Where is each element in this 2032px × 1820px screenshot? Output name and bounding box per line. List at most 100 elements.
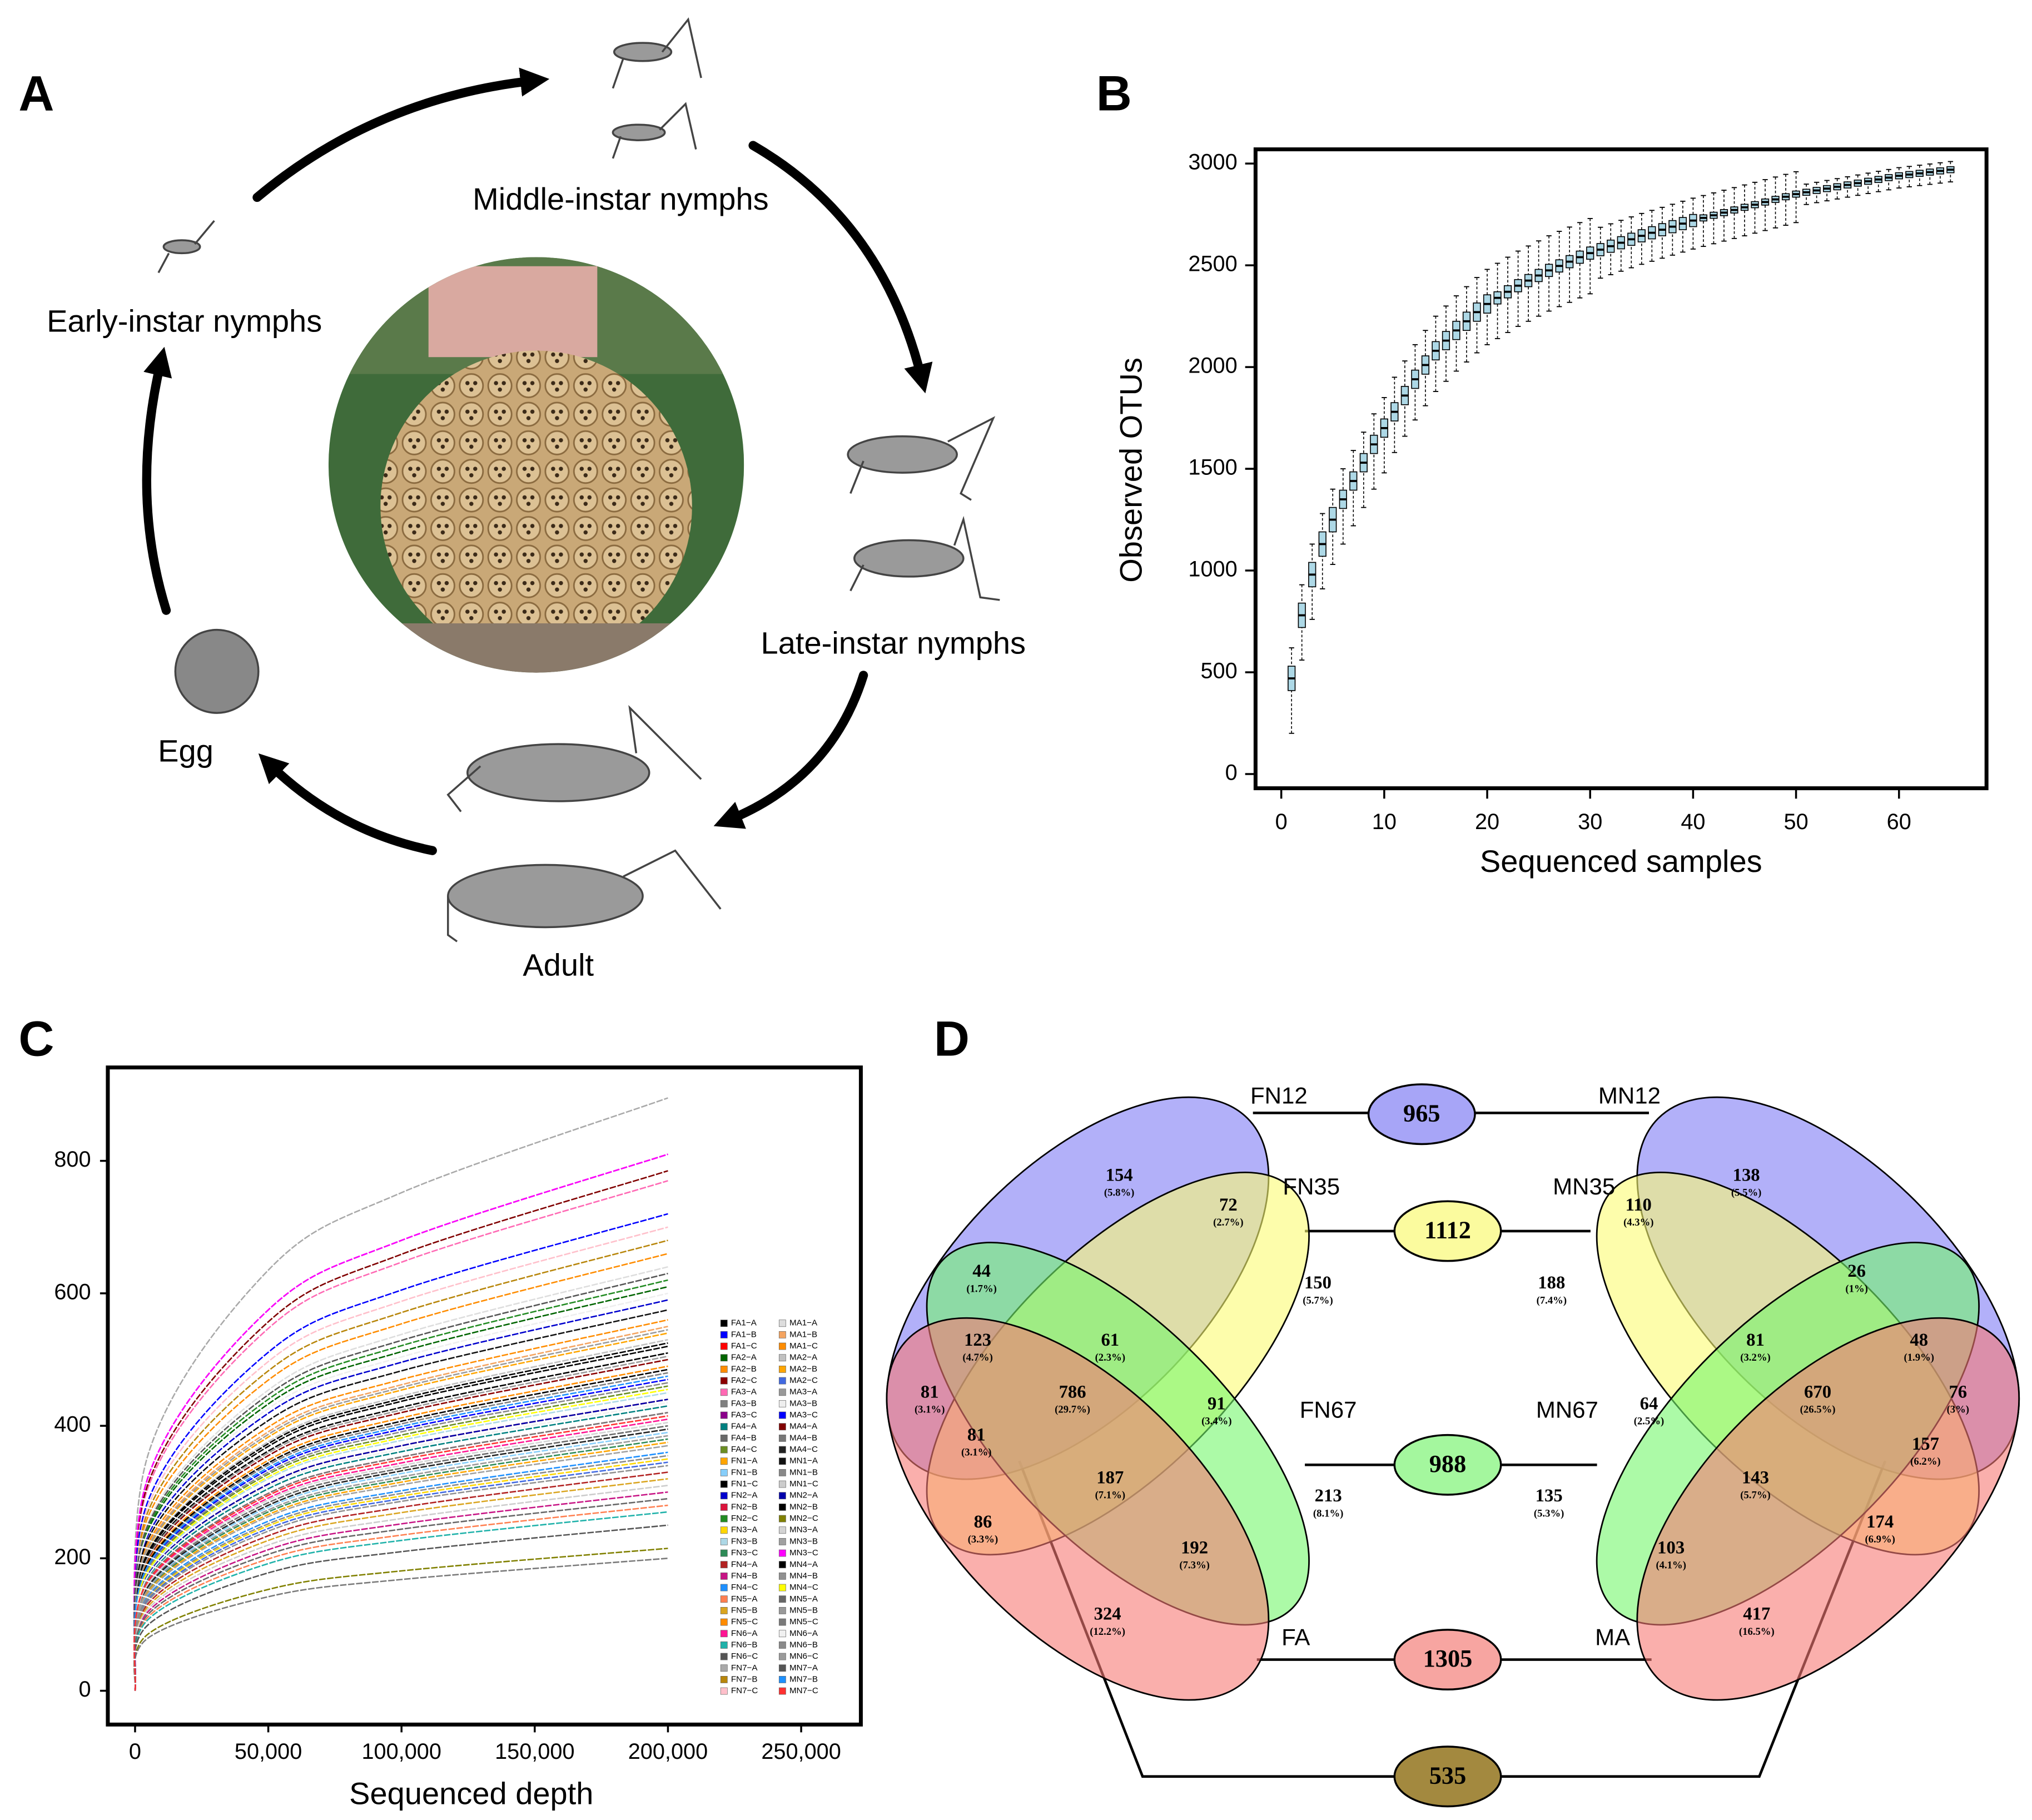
box	[1771, 176, 1780, 229]
rarefaction-line	[133, 1342, 668, 1691]
rarefaction-line	[133, 1558, 668, 1691]
legend-swatch	[720, 1630, 728, 1638]
box	[1442, 305, 1450, 382]
region-percent: (2.3%)	[1095, 1352, 1125, 1363]
set-ellipse	[1636, 1317, 2020, 1701]
region-count: 123	[964, 1330, 991, 1350]
legend-swatch	[778, 1411, 786, 1419]
stage-label: Early-instar nymphs	[47, 303, 322, 338]
legend-swatch	[720, 1469, 728, 1476]
legend-label: FN3−A	[731, 1525, 758, 1535]
legend-label: FN5−A	[731, 1594, 758, 1604]
legend-label: MA1−A	[789, 1318, 818, 1328]
legend-swatch	[720, 1503, 728, 1511]
x-tick-label: 0	[1275, 810, 1288, 834]
legend-label: MA4−C	[789, 1445, 818, 1454]
box	[1329, 488, 1337, 565]
panel-letter: D	[934, 1011, 970, 1067]
y-tick-label: 0	[78, 1677, 91, 1702]
x-tick-label: 30	[1578, 810, 1602, 834]
region-count: 72	[1219, 1195, 1238, 1215]
region-percent: (3.1%)	[915, 1404, 945, 1415]
legend-swatch	[720, 1618, 728, 1626]
shared-oval	[1393, 1434, 1502, 1496]
legend-label: MN3−C	[789, 1548, 818, 1558]
rarefaction-line	[133, 1418, 668, 1691]
box	[1452, 295, 1460, 372]
region-percent: (3.4%)	[1201, 1415, 1231, 1427]
rarefaction-line	[133, 1399, 668, 1691]
legend-swatch	[778, 1630, 786, 1638]
box	[1895, 167, 1903, 189]
region-count: 48	[1910, 1330, 1928, 1350]
box	[1812, 181, 1821, 204]
set-label: FA	[1281, 1624, 1310, 1650]
y-tick-label: 200	[54, 1545, 91, 1569]
rarefaction-line	[133, 1511, 668, 1691]
region-count: 192	[1181, 1538, 1208, 1558]
box	[1854, 174, 1862, 196]
rarefaction-line	[133, 1491, 668, 1691]
region-percent: (5.7%)	[1303, 1295, 1333, 1306]
legend-label: MN4−A	[789, 1560, 818, 1569]
box	[1781, 173, 1790, 226]
box	[1751, 181, 1759, 234]
rarefaction-line	[133, 1471, 668, 1691]
region-count: 81	[967, 1425, 986, 1445]
y-tick-label: 500	[1200, 658, 1237, 683]
box	[1432, 315, 1440, 392]
legend-swatch	[778, 1653, 786, 1660]
box	[1740, 184, 1749, 237]
legend-swatch	[720, 1377, 728, 1385]
region-percent: (2.7%)	[1213, 1217, 1243, 1228]
box	[1885, 168, 1893, 191]
rarefaction-line	[133, 1213, 668, 1691]
legend-label: FN7−B	[731, 1674, 758, 1684]
rarefaction-line	[133, 1355, 668, 1691]
set-label: MN67	[1536, 1397, 1598, 1423]
rarefaction-line	[133, 1226, 668, 1691]
rarefaction-line	[133, 1153, 668, 1691]
rarefaction-line	[133, 1504, 668, 1691]
legend-swatch	[720, 1676, 728, 1683]
legend-label: MN7−C	[789, 1686, 818, 1695]
region-count: 786	[1059, 1382, 1086, 1402]
rarefaction-line	[133, 1455, 668, 1691]
legend-swatch	[778, 1377, 786, 1385]
legend-swatch	[720, 1331, 728, 1338]
set-ellipse	[886, 1317, 1270, 1701]
legend-label: FN4−A	[731, 1560, 758, 1569]
region-count: 61	[1101, 1330, 1119, 1350]
y-tick-label: 1500	[1188, 455, 1237, 480]
box	[1483, 269, 1492, 345]
legend-swatch	[778, 1607, 786, 1614]
stage-label: Adult	[523, 948, 594, 983]
region-percent: (3.3%)	[968, 1534, 998, 1545]
legend-label: MN3−A	[789, 1525, 818, 1535]
y-tick-label: 3000	[1188, 150, 1237, 175]
legend-label: MN6−A	[789, 1629, 818, 1638]
region-count: 188	[1538, 1273, 1565, 1293]
legend-label: FN4−C	[731, 1583, 758, 1592]
legend-label: FN1−A	[731, 1456, 758, 1466]
legend-label: FA1−A	[731, 1318, 757, 1328]
region-percent: (3.1%)	[961, 1447, 991, 1459]
region-count: 81	[1746, 1330, 1765, 1350]
x-tick-label: 60	[1887, 810, 1911, 834]
rarefaction-line	[133, 1435, 668, 1691]
stage-label: Egg	[158, 733, 213, 768]
y-tick-label: 0	[1225, 760, 1238, 785]
box	[1586, 218, 1594, 295]
box	[1926, 163, 1934, 185]
region-count: 154	[1106, 1165, 1133, 1185]
box	[1699, 195, 1708, 247]
legend-swatch	[720, 1526, 728, 1534]
region-count: 187	[1096, 1467, 1124, 1487]
shared-oval	[1367, 1083, 1476, 1145]
legend-label: FN6−A	[731, 1629, 758, 1638]
rarefaction-line	[133, 1253, 668, 1691]
rarefaction-line	[133, 1372, 668, 1691]
box	[1339, 468, 1347, 545]
legend-label: MN7−A	[789, 1663, 818, 1673]
